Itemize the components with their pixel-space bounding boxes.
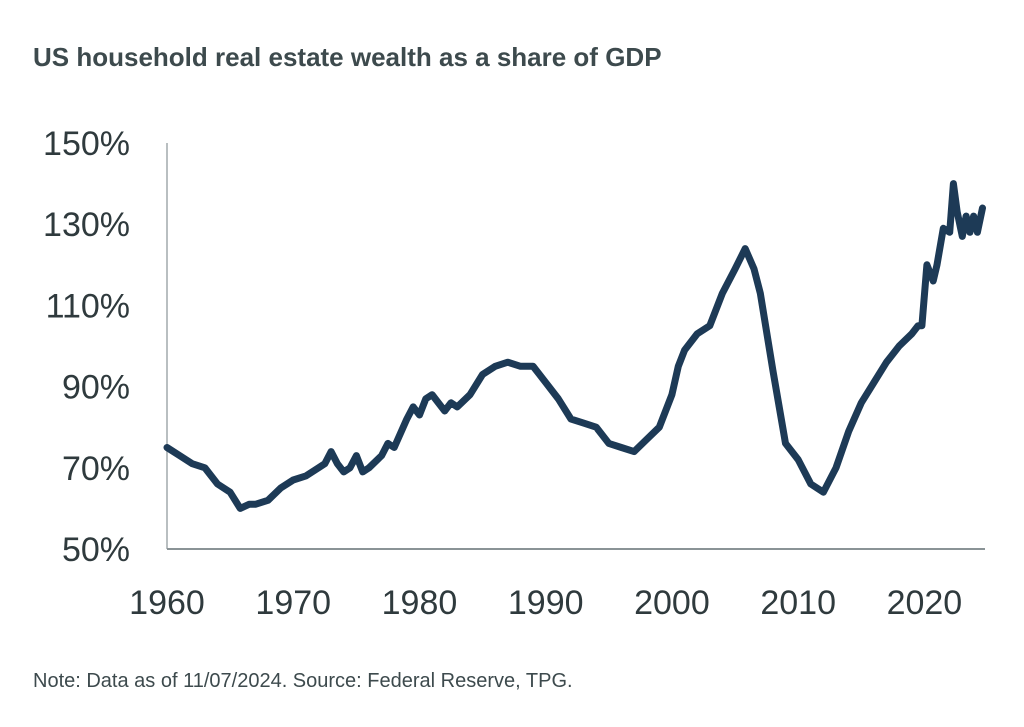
y-tick-label: 50% [62, 531, 130, 569]
y-tick-label: 150% [43, 125, 130, 163]
y-tick-label: 70% [62, 450, 130, 488]
x-tick-label: 2000 [634, 584, 710, 622]
series-group [163, 180, 986, 512]
series-line [163, 180, 986, 512]
y-tick-label: 110% [46, 287, 130, 325]
x-tick-label: 2020 [887, 584, 963, 622]
x-tick-label: 2010 [760, 584, 836, 622]
x-tick-label: 1990 [508, 584, 584, 622]
x-tick-label: 1960 [129, 584, 205, 622]
x-tick-label: 1980 [382, 584, 458, 622]
x-tick-label: 1970 [255, 584, 331, 622]
x-tick-labels: 1960 1970 1980 1990 2000 2010 2020 [129, 584, 962, 622]
y-tick-label: 130% [43, 206, 130, 244]
source-note: Note: Data as of 11/07/2024. Source: Fed… [33, 670, 573, 692]
y-tick-label: 90% [62, 369, 130, 407]
y-tick-labels: 50% 70% 90% 110% 130% 150% [43, 125, 130, 569]
chart-title: US household real estate wealth as a sha… [33, 42, 662, 72]
